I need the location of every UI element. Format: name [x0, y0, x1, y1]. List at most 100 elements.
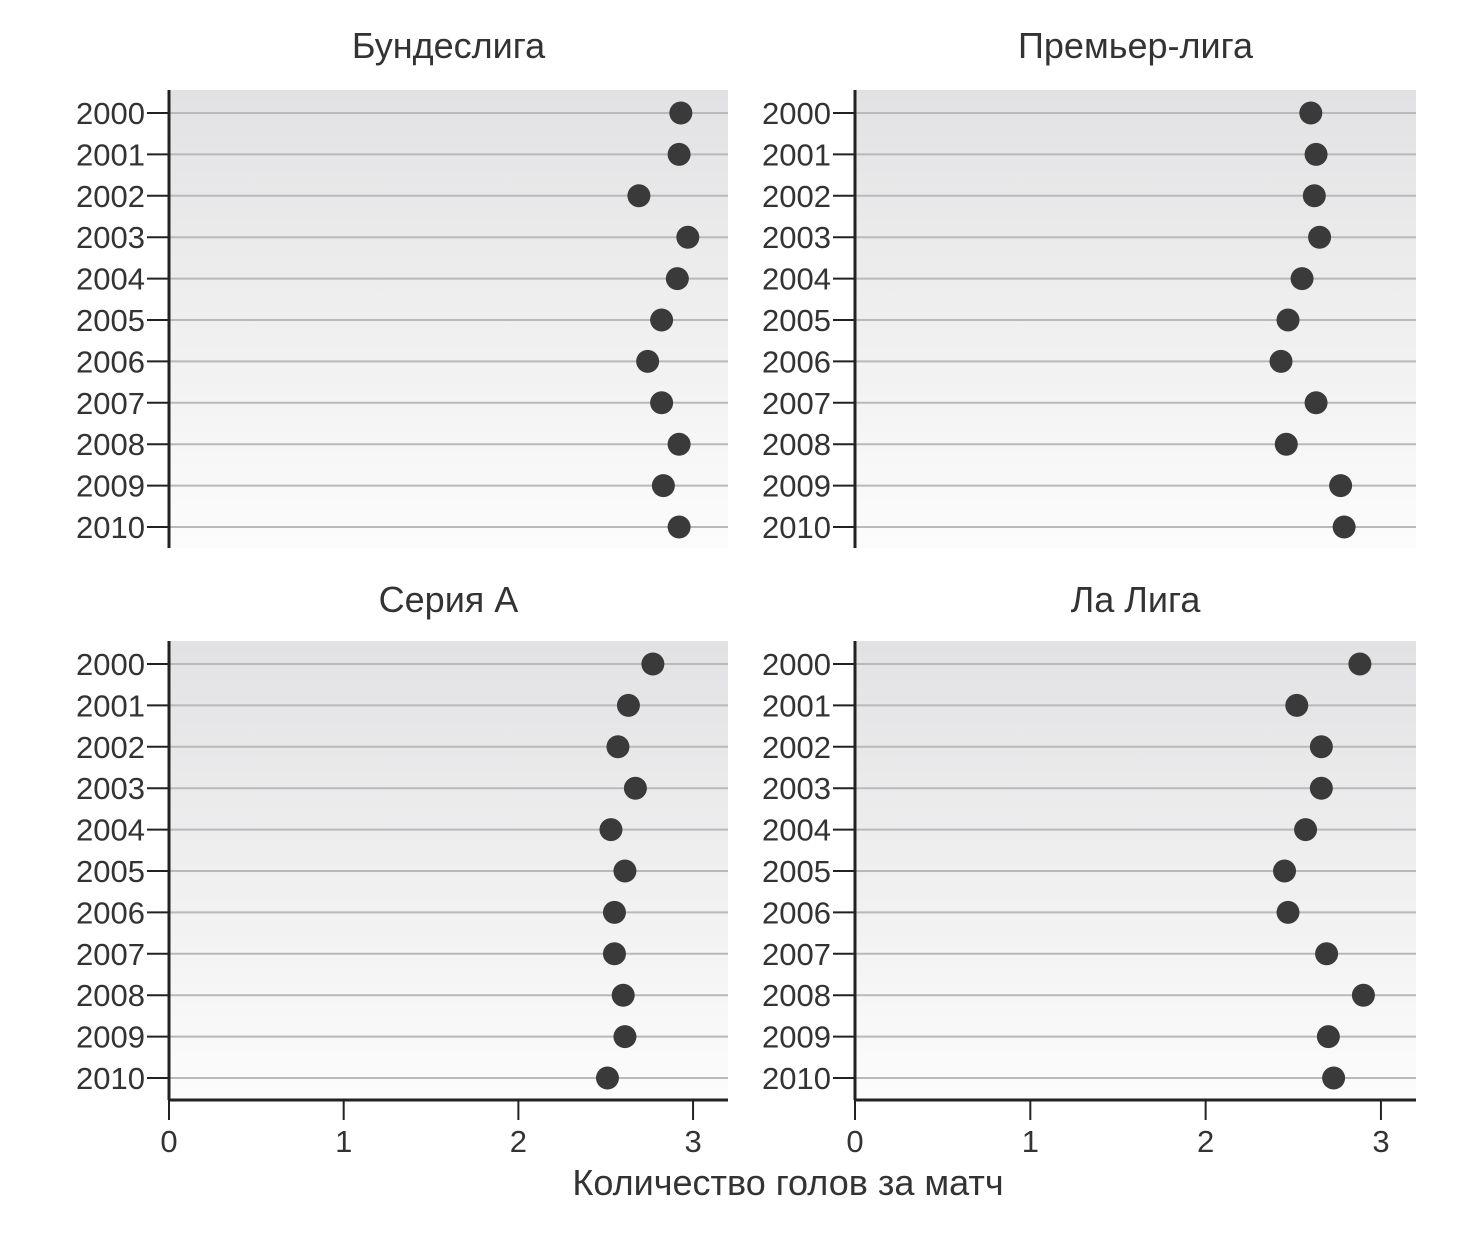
chart-panel: Бундеслига 2000 2001 2002 2003 2004 2005 2006 20…: [76, 25, 728, 548]
data-point: [1274, 432, 1298, 456]
y-tick-label: 2003: [762, 220, 831, 255]
x-tick-label: 0: [160, 1124, 177, 1159]
y-tick-label: 2006: [76, 895, 145, 930]
data-point: [1304, 391, 1328, 415]
data-point: [1316, 1025, 1340, 1049]
chart-panel: Серия А 2000 2001 2002 2003 2004 2005 2006 2007 2…: [76, 579, 728, 1159]
data-point: [611, 983, 635, 1007]
data-point: [1269, 349, 1293, 373]
data-point: [667, 515, 691, 539]
y-tick-label: 2005: [762, 303, 831, 338]
data-point: [627, 184, 651, 208]
x-tick-label: 2: [1197, 1124, 1214, 1159]
y-tick-label: 2005: [76, 854, 145, 889]
data-point: [613, 859, 637, 883]
data-point: [1276, 308, 1300, 332]
x-tick-label: 2: [510, 1124, 527, 1159]
y-tick-label: 2007: [76, 386, 145, 421]
panel-title: Серия А: [379, 579, 519, 620]
x-tick-label: 1: [335, 1124, 352, 1159]
y-tick-label: 2005: [762, 854, 831, 889]
x-tick-label: 3: [684, 1124, 701, 1159]
y-tick-label: 2005: [76, 303, 145, 338]
data-point: [651, 474, 675, 498]
data-point: [650, 391, 674, 415]
data-point: [1294, 818, 1318, 842]
y-tick-label: 2004: [762, 813, 831, 848]
x-tick-label: 0: [846, 1124, 863, 1159]
y-tick-label: 2010: [76, 510, 145, 545]
y-tick-label: 2008: [762, 978, 831, 1013]
y-tick-label: 2009: [762, 1020, 831, 1055]
y-tick-label: 2000: [762, 96, 831, 131]
data-point: [623, 776, 647, 800]
data-point: [1290, 267, 1314, 291]
data-point: [1285, 693, 1309, 717]
data-point: [602, 942, 626, 966]
y-tick-label: 2007: [762, 937, 831, 972]
data-point: [613, 1025, 637, 1049]
y-tick-label: 2002: [76, 179, 145, 214]
x-tick-label: 3: [1372, 1124, 1389, 1159]
data-point: [1329, 474, 1353, 498]
data-point: [1276, 900, 1300, 924]
panel-title: Ла Лига: [1071, 579, 1202, 620]
panel-title: Премьер-лига: [1018, 25, 1254, 66]
y-tick-label: 2001: [762, 137, 831, 172]
data-point: [1315, 942, 1339, 966]
data-point: [1332, 515, 1356, 539]
y-tick-label: 2004: [76, 813, 145, 848]
y-tick-label: 2008: [76, 427, 145, 462]
data-point: [1299, 101, 1323, 125]
chart-panel: Ла Лига 2000 2001 2002 2003 2004 2005 2006 2007 2…: [762, 579, 1416, 1159]
data-point: [1302, 184, 1326, 208]
data-point: [1273, 859, 1297, 883]
y-tick-label: 2009: [76, 469, 145, 504]
y-tick-label: 2008: [762, 427, 831, 462]
y-tick-label: 2003: [762, 771, 831, 806]
y-tick-label: 2000: [76, 96, 145, 131]
y-tick-label: 2007: [762, 386, 831, 421]
y-tick-label: 2002: [762, 730, 831, 765]
y-tick-label: 2001: [76, 688, 145, 723]
y-tick-label: 2001: [76, 137, 145, 172]
y-tick-label: 2000: [76, 647, 145, 682]
data-point: [602, 900, 626, 924]
data-point: [1304, 142, 1328, 166]
data-point: [676, 225, 700, 249]
data-point: [1309, 776, 1333, 800]
data-point: [606, 735, 630, 759]
y-tick-label: 2002: [762, 179, 831, 214]
data-point: [1309, 735, 1333, 759]
x-axis-title: Количество голов за матч: [572, 1162, 1003, 1203]
y-tick-label: 2007: [76, 937, 145, 972]
y-tick-label: 2004: [762, 262, 831, 297]
y-tick-label: 2003: [76, 771, 145, 806]
data-point: [667, 142, 691, 166]
data-point: [1351, 983, 1375, 1007]
y-tick-label: 2006: [762, 895, 831, 930]
y-tick-label: 2010: [76, 1061, 145, 1096]
y-tick-label: 2003: [76, 220, 145, 255]
y-tick-label: 2000: [762, 647, 831, 682]
y-tick-label: 2009: [762, 469, 831, 504]
data-point: [667, 432, 691, 456]
panel-title: Бундеслига: [352, 25, 546, 66]
data-point: [1308, 225, 1332, 249]
y-tick-label: 2002: [76, 730, 145, 765]
y-tick-label: 2001: [762, 688, 831, 723]
y-tick-label: 2008: [76, 978, 145, 1013]
data-point: [1348, 652, 1372, 676]
x-tick-label: 1: [1022, 1124, 1039, 1159]
y-tick-label: 2006: [76, 344, 145, 379]
data-point: [641, 652, 665, 676]
data-point: [636, 349, 660, 373]
y-tick-label: 2004: [76, 262, 145, 297]
data-point: [669, 101, 693, 125]
data-point: [650, 308, 674, 332]
data-point: [595, 1066, 619, 1090]
data-point: [665, 267, 689, 291]
chart-panel: Премьер-лига 2000 2001 2002 2003 2004 2005 2006…: [762, 25, 1416, 548]
data-point: [1322, 1066, 1346, 1090]
